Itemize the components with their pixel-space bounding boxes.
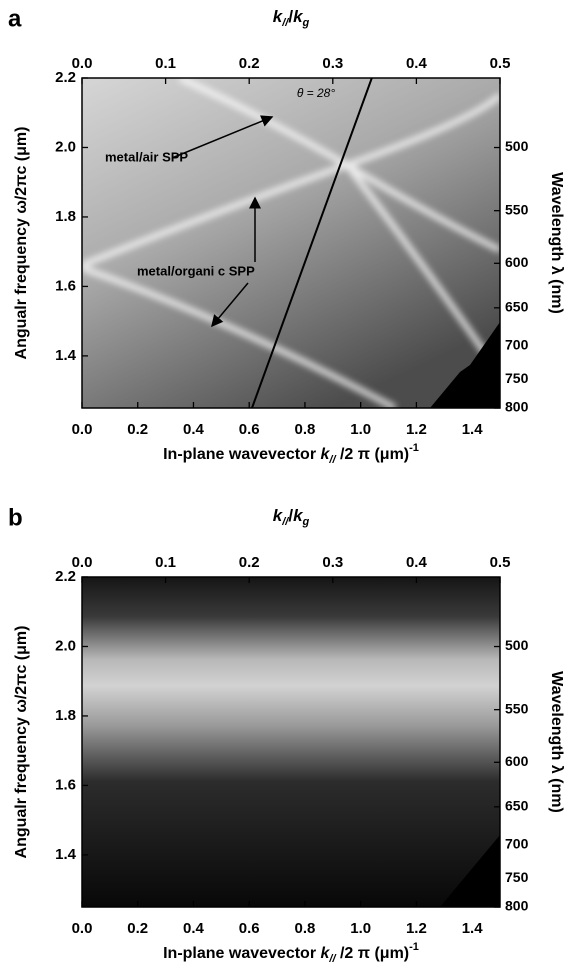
y-tick-label: 2.0 [55,138,76,155]
y-axis-title: Angualr frequency ω/2πc (μm) [13,626,30,859]
x-tick-label: 0.2 [127,421,148,438]
x2-tick-label: 0.4 [406,55,428,72]
y-tick-label: 1.4 [55,846,77,863]
x2-tick-label: 0.0 [72,554,93,571]
x2-axis-title-part: k [273,7,284,26]
y2-axis-title: Wavelength λ (nm) [548,671,565,813]
x-tick-label: 1.4 [462,421,484,438]
x-axis-title-part: // [328,953,337,965]
y-tick-label: 2.0 [55,637,76,654]
y2-axis-title: Wavelength λ (nm) [548,172,565,314]
x2-tick-label: 0.0 [72,55,93,72]
y-tick-label: 1.8 [55,707,76,724]
x-axis-title-part: /2 π (μm) [336,446,410,463]
y2-tick-label: 550 [505,201,529,217]
line [251,77,373,409]
x2-tick-label: 0.1 [155,55,176,72]
y-tick-label: 1.6 [55,277,76,294]
arrow [171,115,274,159]
x-tick-label: 0.4 [183,421,205,438]
annotation: metal/organi c SPP [137,263,255,278]
x-tick-label: 1.0 [350,421,371,438]
y-tick-label: 1.6 [55,776,76,793]
x-tick-label: 0.8 [295,920,316,937]
y-tick-label: 2.2 [55,568,76,585]
x-axis-title-part: -1 [409,941,419,953]
x-tick-label: 0.8 [295,421,316,438]
x2-axis-title-part: / [288,506,293,525]
x2-axis-title-part: k [293,7,304,26]
x-axis-title-part: -1 [409,442,419,454]
x2-axis-title: k///kg [273,7,310,28]
y2-tick-label: 750 [505,370,529,386]
x-tick-label: 0.0 [72,920,93,937]
panel-label: b [8,504,23,531]
y-tick-label: 2.2 [55,69,76,86]
x2-tick-label: 0.4 [406,554,428,571]
y2-tick-label: 600 [505,753,529,769]
plot-frame [81,576,501,908]
y2-tick-label: 500 [505,637,529,653]
y-axis-title: Angualr frequency ω/2πc (μm) [13,127,30,360]
x2-tick-label: 0.3 [322,554,343,571]
y2-tick-label: 600 [505,254,529,270]
x2-tick-label: 0.5 [490,55,511,72]
x2-axis-title: k///kg [273,506,310,527]
y2-tick-label: 750 [505,869,529,885]
x-axis-title-part: k [320,945,330,962]
x-axis-title-part: // [328,454,337,466]
x-tick-label: 1.4 [462,920,484,937]
x-tick-label: 0.2 [127,920,148,937]
x2-axis-title-part: g [302,17,310,29]
x2-axis-title-part: // [281,17,290,29]
heatmap-image [82,78,500,408]
x-axis-title-part: k [320,446,330,463]
x2-axis-title-part: // [281,516,290,528]
panel-label: a [8,5,22,32]
y-tick-label: 1.8 [55,208,76,225]
y2-tick-label: 800 [505,399,529,415]
y2-tick-label: 800 [505,898,529,914]
plot-frame [81,77,501,409]
x-axis-title-part: In-plane wavevector [163,945,320,962]
x2-axis-title-part: k [273,506,284,525]
x-tick-label: 1.2 [406,421,427,438]
x-tick-label: 0.6 [239,421,260,438]
x2-tick-label: 0.1 [155,554,176,571]
x-tick-label: 0.6 [239,920,260,937]
y2-tick-label: 700 [505,836,529,852]
x2-axis-title-part: g [302,516,310,528]
x2-axis-title-part: / [288,7,293,26]
arrow [211,282,249,328]
line-label: θ = 28° [297,86,336,100]
x-axis-title-part: /2 π (μm) [336,945,410,962]
annotation: metal/air SPP [105,149,188,164]
x2-tick-label: 0.2 [239,554,260,571]
x2-axis-title-part: k [293,506,304,525]
x-tick-label: 1.2 [406,920,427,937]
y-tick-label: 1.4 [55,347,77,364]
y2-tick-label: 500 [505,138,529,154]
x-axis-title-part: In-plane wavevector [163,446,320,463]
heatmap-image [82,577,500,907]
x-tick-label: 0.0 [72,421,93,438]
x-tick-label: 1.0 [350,920,371,937]
x-tick-label: 0.4 [183,920,205,937]
y2-tick-label: 700 [505,337,529,353]
x2-tick-label: 0.3 [322,55,343,72]
y2-tick-label: 650 [505,299,529,315]
y2-tick-label: 650 [505,798,529,814]
y2-tick-label: 550 [505,700,529,716]
x2-tick-label: 0.5 [490,554,511,571]
x-axis-title: In-plane wavevector k// /2 π (μm)-1 [163,442,419,466]
x-axis-title: In-plane wavevector k// /2 π (μm)-1 [163,941,419,965]
x2-tick-label: 0.2 [239,55,260,72]
